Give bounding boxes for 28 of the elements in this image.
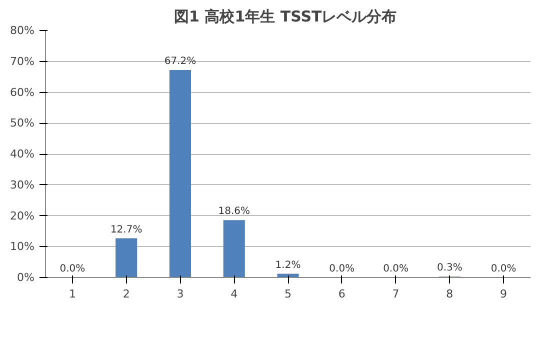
x-tick-label: 5 — [284, 288, 292, 300]
x-tick-label: 7 — [392, 288, 400, 300]
data-label: 0.3% — [436, 262, 462, 274]
data-label: 0.0% — [329, 264, 355, 274]
chart-title: 図1 高校1年生 TSSTレベル分布 — [174, 8, 397, 26]
x-tick-label: 4 — [230, 288, 238, 300]
data-label: 18.6% — [218, 206, 250, 218]
x-tick-label: 2 — [122, 288, 130, 300]
y-tick-label: 30% — [10, 178, 35, 192]
x-tick-label: 6 — [338, 288, 346, 300]
x-tick-label: 1 — [68, 288, 76, 300]
x-tick-label: 3 — [176, 288, 184, 300]
y-tick-label: 50% — [10, 116, 35, 130]
data-label: 0.0% — [490, 264, 516, 274]
x-tick-label: 9 — [500, 288, 508, 300]
data-label: 0.0% — [383, 264, 408, 274]
y-tick-label: 40% — [10, 148, 35, 160]
y-tick-label: 80% — [10, 24, 35, 37]
data-label: 67.2% — [164, 56, 196, 68]
y-tick-label: 20% — [10, 209, 35, 222]
y-tick-label: 0% — [17, 271, 34, 284]
data-label: 12.7% — [110, 224, 142, 236]
data-label: 0.0% — [60, 264, 86, 274]
y-tick-label: 10% — [10, 240, 35, 254]
x-tick-label: 8 — [446, 288, 454, 300]
y-tick-label: 70% — [10, 54, 35, 68]
data-label: 1.2% — [275, 260, 301, 271]
y-tick-label: 60% — [10, 86, 35, 99]
